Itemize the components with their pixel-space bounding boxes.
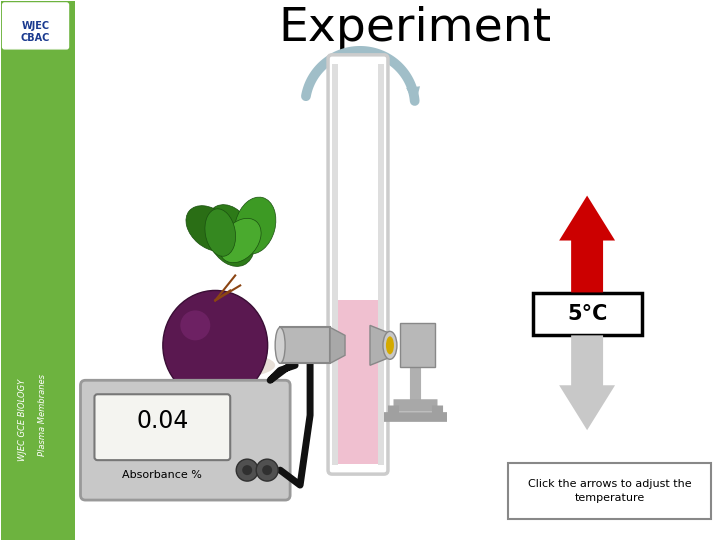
Ellipse shape bbox=[235, 197, 276, 254]
Ellipse shape bbox=[205, 209, 235, 256]
Bar bbox=[280, 327, 330, 363]
Polygon shape bbox=[212, 397, 218, 417]
Text: Absorbance %: Absorbance % bbox=[122, 470, 202, 480]
Text: WJEC: WJEC bbox=[22, 21, 50, 31]
Bar bbox=[378, 64, 384, 465]
Ellipse shape bbox=[180, 310, 210, 340]
Text: Experiment: Experiment bbox=[279, 6, 552, 51]
Text: WJEC GCE BIOLOGY: WJEC GCE BIOLOGY bbox=[18, 379, 27, 461]
Text: Plasma Membranes: Plasma Membranes bbox=[38, 374, 47, 456]
Polygon shape bbox=[406, 86, 420, 105]
Ellipse shape bbox=[275, 327, 285, 363]
Circle shape bbox=[242, 465, 252, 475]
Ellipse shape bbox=[186, 206, 235, 252]
Circle shape bbox=[236, 459, 258, 481]
Polygon shape bbox=[370, 326, 390, 365]
FancyBboxPatch shape bbox=[533, 293, 642, 335]
FancyBboxPatch shape bbox=[94, 394, 230, 460]
Text: 0.04: 0.04 bbox=[136, 409, 189, 433]
Text: Click the arrows to adjust the
temperature: Click the arrows to adjust the temperatu… bbox=[528, 479, 691, 503]
Ellipse shape bbox=[386, 336, 394, 354]
Polygon shape bbox=[559, 195, 615, 293]
FancyBboxPatch shape bbox=[81, 380, 290, 500]
Circle shape bbox=[262, 465, 272, 475]
Ellipse shape bbox=[163, 291, 268, 400]
FancyBboxPatch shape bbox=[3, 3, 68, 49]
Bar bbox=[1, 1, 76, 540]
Ellipse shape bbox=[206, 205, 255, 266]
Text: CBAC: CBAC bbox=[21, 33, 50, 43]
Ellipse shape bbox=[220, 218, 261, 262]
Polygon shape bbox=[559, 335, 615, 430]
Bar bbox=[400, 323, 435, 367]
Circle shape bbox=[256, 459, 278, 481]
Ellipse shape bbox=[185, 353, 275, 378]
FancyBboxPatch shape bbox=[508, 463, 711, 519]
Ellipse shape bbox=[383, 332, 397, 359]
Polygon shape bbox=[330, 327, 345, 363]
Bar bbox=[337, 300, 379, 464]
Bar bbox=[332, 64, 338, 465]
FancyBboxPatch shape bbox=[328, 55, 388, 474]
Text: 5°C: 5°C bbox=[567, 305, 607, 325]
